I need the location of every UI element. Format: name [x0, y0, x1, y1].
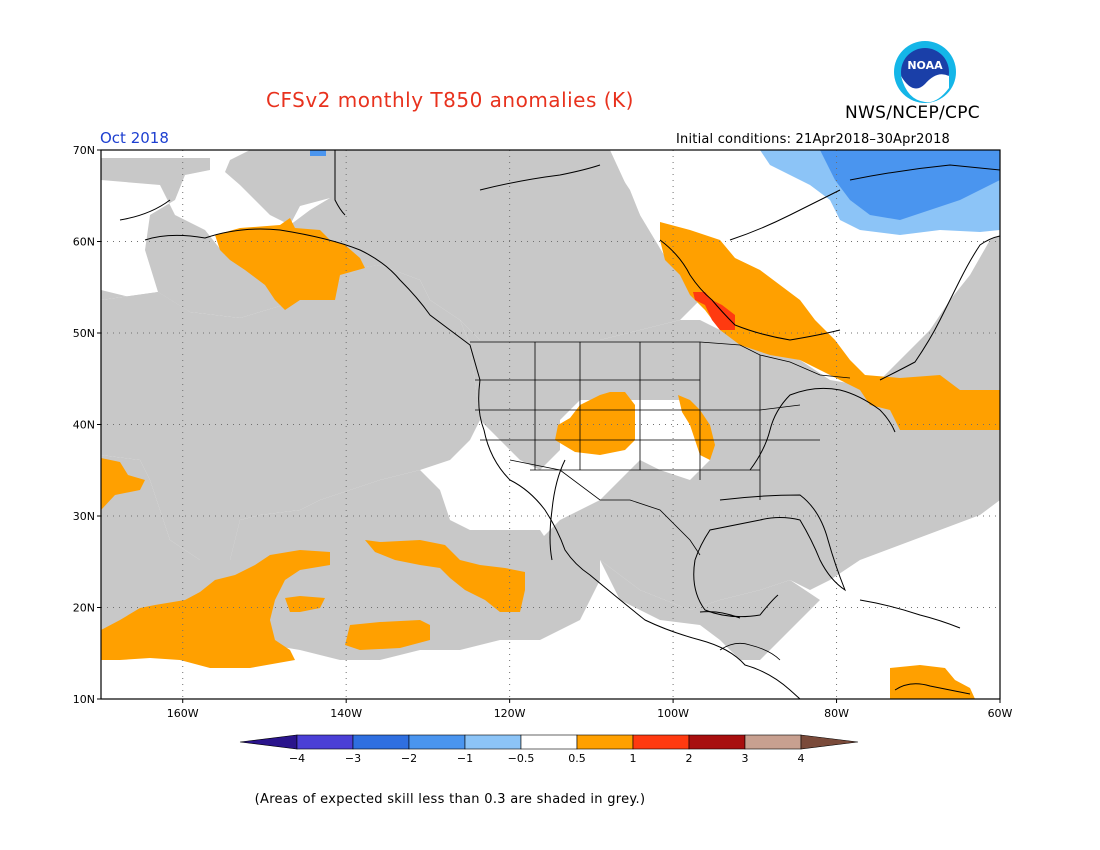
colorbar-segment	[688, 734, 746, 750]
lat-tick-label: 10N	[73, 693, 95, 706]
lon-tick-label: 160W	[167, 707, 199, 720]
colorbar-label: 2	[686, 752, 693, 765]
colorbar-segment	[464, 734, 522, 750]
skill-footnote: (Areas of expected skill less than 0.3 a…	[254, 792, 646, 807]
colorbar-segment	[352, 734, 410, 750]
lat-tick-label: 50N	[73, 327, 95, 340]
colorbar-label: −4	[289, 752, 305, 765]
colorbar-label: −2	[401, 752, 417, 765]
political-borders	[470, 341, 851, 661]
colorbar-segment	[408, 734, 466, 750]
lon-tick-label: 80W	[824, 707, 849, 720]
colorbar-segment	[296, 734, 354, 750]
coastlines	[119, 150, 1000, 699]
colorbar-segment	[744, 734, 802, 750]
lon-tick-label: 140W	[330, 707, 362, 720]
forecast-period: Oct 2018	[100, 129, 169, 147]
colorbar-segment	[520, 734, 578, 750]
lat-tick-label: 70N	[73, 144, 95, 157]
map-title: CFSv2 monthly T850 anomalies (K)	[266, 88, 634, 112]
latitude-labels: 70N 60N 50N 40N 30N 20N 10N	[73, 144, 101, 706]
colorbar-segment	[632, 734, 690, 750]
noaa-logo-text: NOAA	[907, 59, 943, 72]
lat-tick-label: 40N	[73, 419, 95, 432]
colorbar-label: 1	[630, 752, 637, 765]
colorbar-label: 0.5	[568, 752, 586, 765]
colorbar-label: 3	[742, 752, 749, 765]
initial-conditions: Initial conditions: 21Apr2018–30Apr2018	[676, 132, 951, 147]
lon-tick-label: 100W	[657, 707, 689, 720]
lat-tick-label: 60N	[73, 236, 95, 249]
colorbar-label: 4	[798, 752, 805, 765]
colorbar-arrow-low	[239, 734, 298, 750]
colorbar-label: −0.5	[508, 752, 535, 765]
agency-label: NWS/NCEP/CPC	[845, 103, 980, 123]
colorbar: −4 −3 −2 −1 −0.5 0.5 1 2 3 4	[239, 734, 859, 765]
positive-anomaly-regions	[101, 218, 1000, 699]
lon-tick-label: 120W	[494, 707, 526, 720]
longitude-labels: 160W 140W 120W 100W 80W 60W	[167, 699, 1013, 720]
negative-anomaly-regions	[310, 150, 1000, 235]
lat-tick-label: 20N	[73, 602, 95, 615]
colorbar-label: −1	[457, 752, 473, 765]
lat-tick-label: 30N	[73, 510, 95, 523]
colorbar-segment	[576, 734, 634, 750]
colorbar-arrow-high	[800, 734, 859, 750]
noaa-logo: NOAA	[894, 41, 956, 103]
lon-tick-label: 60W	[988, 707, 1013, 720]
colorbar-label: −3	[345, 752, 361, 765]
